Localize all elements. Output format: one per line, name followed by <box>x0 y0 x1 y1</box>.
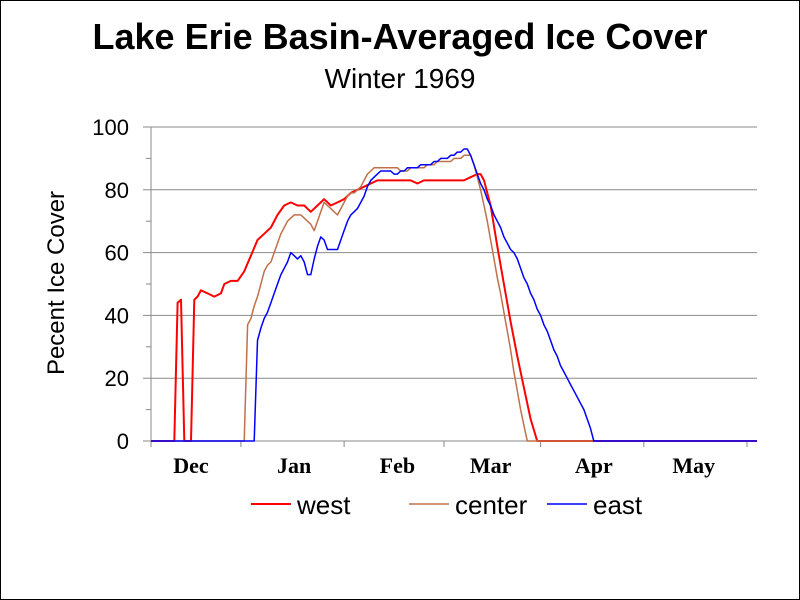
x-tick-label: May <box>672 453 715 478</box>
x-tick-label: Jan <box>277 453 311 478</box>
x-tick-label: Feb <box>380 453 415 478</box>
legend-label-west: west <box>296 490 351 520</box>
series-line-east <box>151 148 757 442</box>
y-tick-label: 60 <box>105 241 129 266</box>
legend-label-east: east <box>593 490 643 520</box>
y-tick-label: 100 <box>92 115 129 140</box>
gridlines <box>151 126 757 379</box>
y-axis-label: Pecent Ice Cover <box>43 191 70 375</box>
chart-subtitle: Winter 1969 <box>324 63 476 94</box>
x-tick-label: Dec <box>173 453 209 478</box>
y-tick-labels: 0 20 40 60 80 100 <box>92 115 129 454</box>
legend-label-center: center <box>455 490 528 520</box>
legend: west center east <box>251 490 643 520</box>
series-line-center <box>151 154 757 442</box>
x-tick-label: Mar <box>470 453 512 478</box>
x-tick-label: Apr <box>575 453 613 478</box>
series-line-west <box>151 173 757 442</box>
y-tick-label: 20 <box>105 366 129 391</box>
series-lines <box>151 148 757 442</box>
y-tick-label: 40 <box>105 303 129 328</box>
y-tick-label: 0 <box>117 429 129 454</box>
y-tick-label: 80 <box>105 178 129 203</box>
axes <box>143 126 757 447</box>
chart-title: Lake Erie Basin-Averaged Ice Cover <box>92 16 708 57</box>
x-tick-labels: Dec Jan Feb Mar Apr May <box>173 453 715 478</box>
